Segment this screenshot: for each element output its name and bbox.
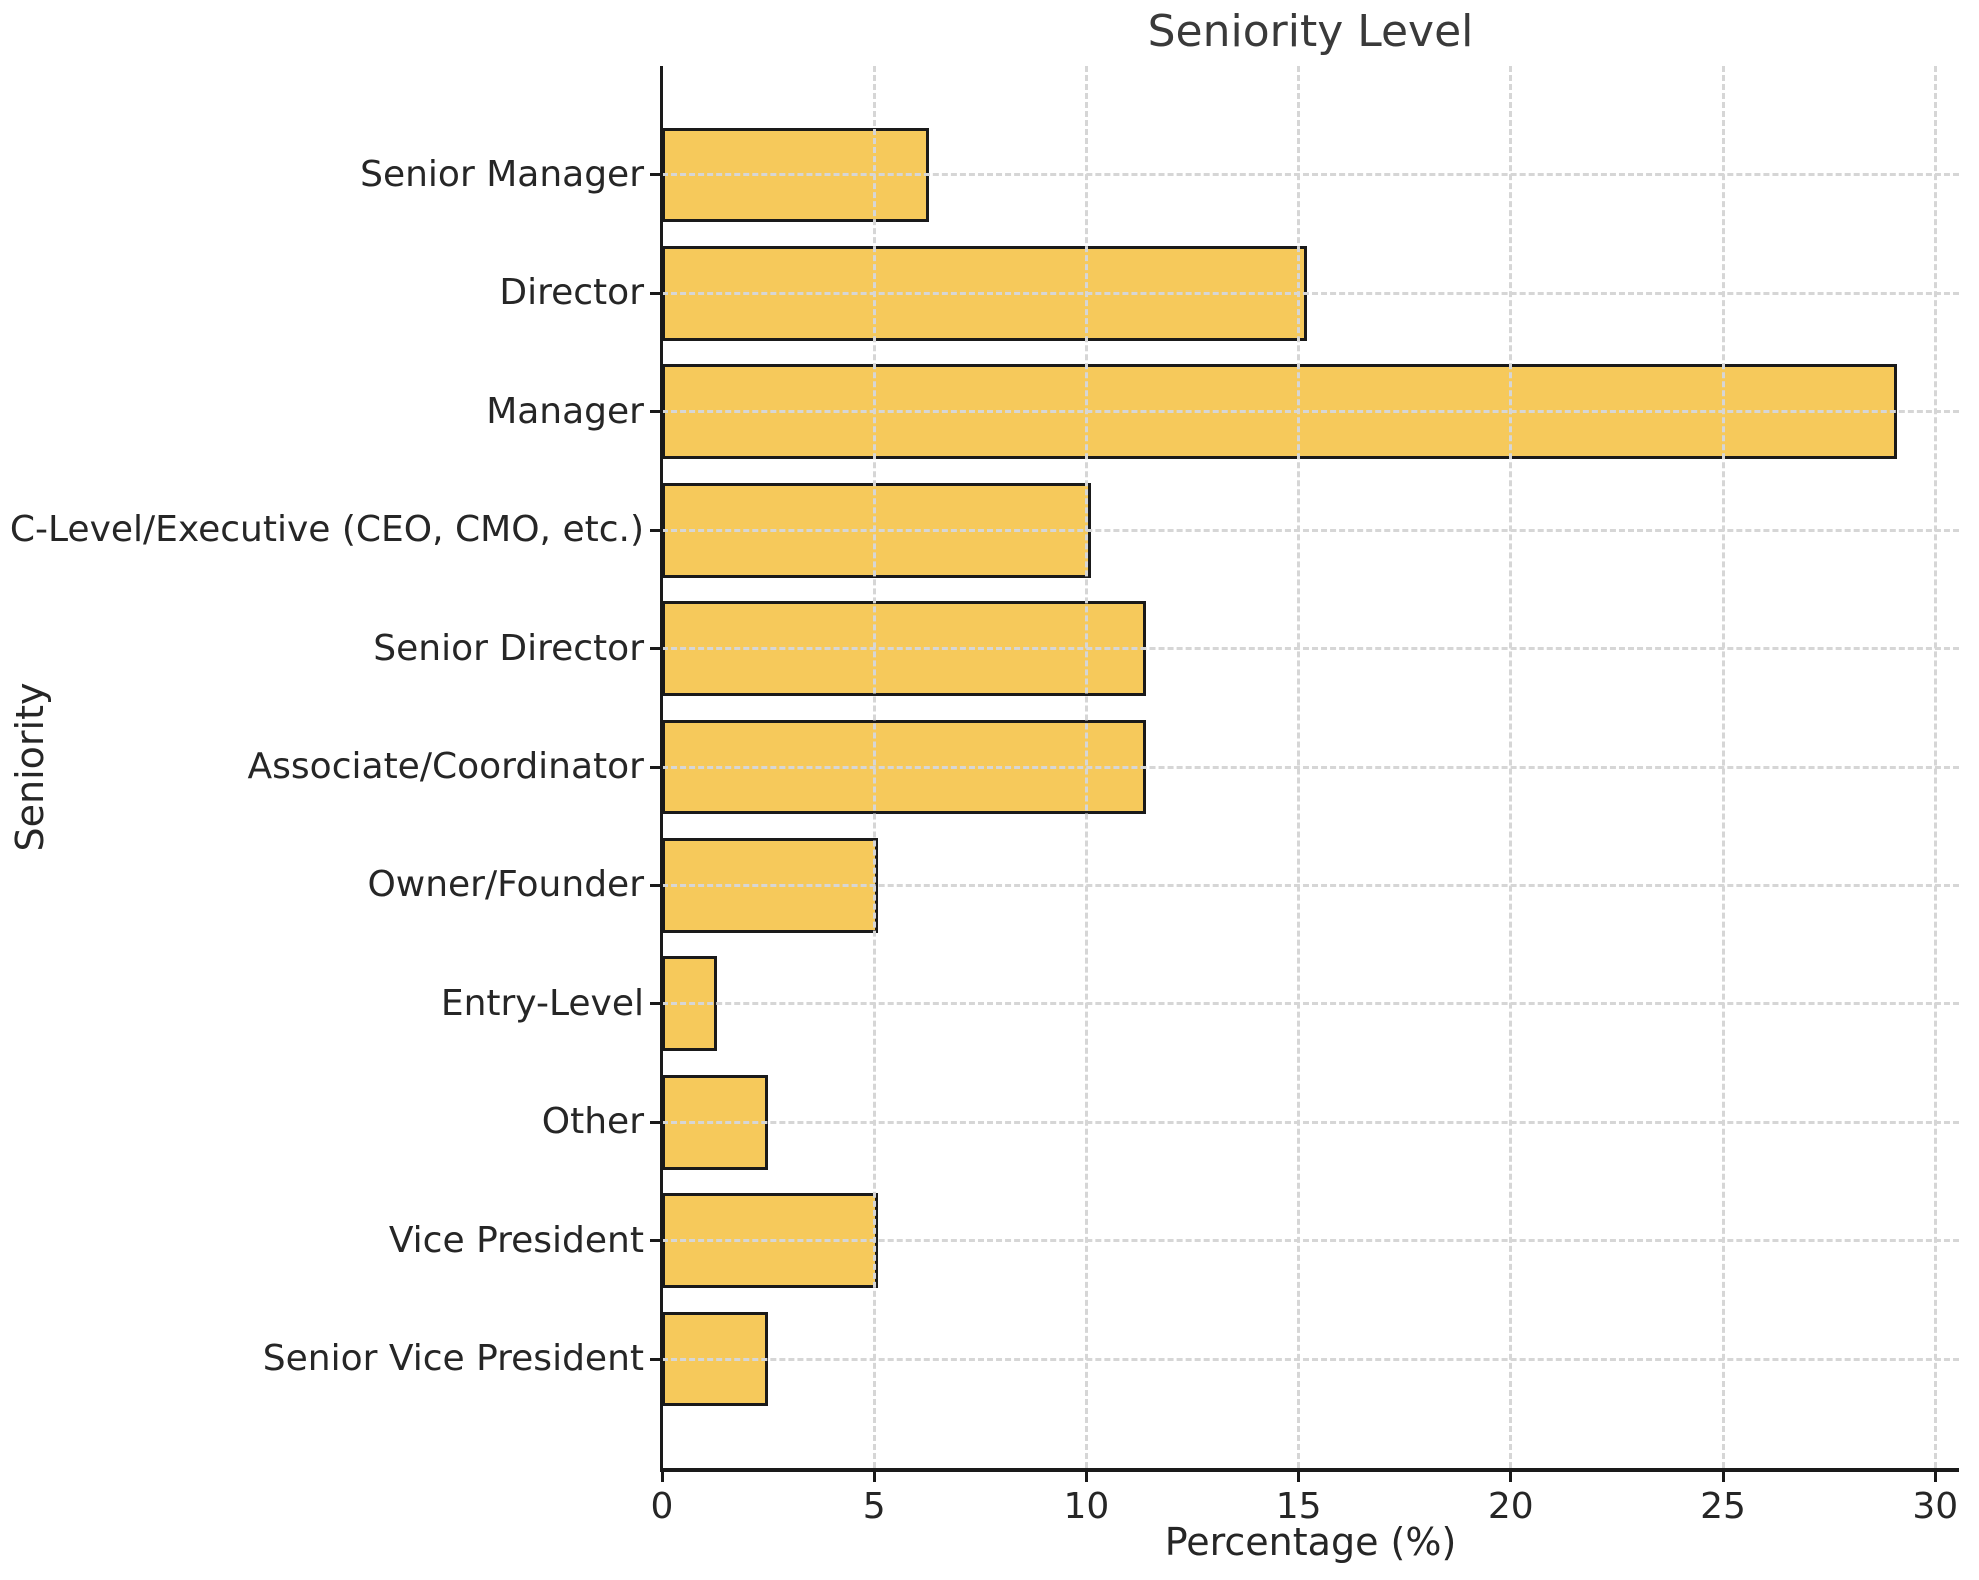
y-tick-mark-3 <box>650 528 663 532</box>
y-gridline-2 <box>662 410 1959 414</box>
y-tick-label-senior-vice-president: Senior Vice President <box>262 1338 644 1380</box>
x-tick-label-0: 0 <box>650 1486 674 1527</box>
chart-title: Seniority Level <box>1147 6 1474 57</box>
y-tick-mark-1 <box>650 291 663 295</box>
y-gridline-3 <box>662 528 1959 532</box>
y-tick-label-senior-director: Senior Director <box>373 627 644 669</box>
y-tick-label-owner-founder: Owner/Founder <box>367 864 644 906</box>
x-tick-mark-30 <box>1933 1470 1937 1482</box>
x-tick-label-30: 30 <box>1912 1486 1959 1527</box>
y-tick-mark-8 <box>650 1120 663 1124</box>
y-tick-mark-9 <box>650 1239 663 1243</box>
y-tick-label-senior-manager: Senior Manager <box>360 153 644 195</box>
y-gridline-7 <box>662 1002 1959 1006</box>
y-gridline-0 <box>662 173 1959 177</box>
y-tick-mark-10 <box>650 1357 663 1361</box>
y-tick-label-c-level-executive-ceo-cmo-etc-: C-Level/Executive (CEO, CMO, etc.) <box>9 509 644 551</box>
x-axis-label: Percentage (%) <box>1164 1520 1457 1564</box>
x-tick-mark-25 <box>1721 1470 1725 1482</box>
y-gridline-10 <box>662 1357 1959 1361</box>
x-tick-mark-20 <box>1509 1470 1513 1482</box>
x-axis-spine <box>660 1468 1959 1472</box>
y-tick-label-entry-level: Entry-Level <box>440 982 644 1024</box>
x-tick-label-10: 10 <box>1063 1486 1110 1527</box>
y-tick-mark-6 <box>650 883 663 887</box>
y-tick-label-director: Director <box>499 272 644 314</box>
y-gridline-8 <box>662 1120 1959 1124</box>
y-tick-mark-4 <box>650 647 663 651</box>
y-axis-spine <box>660 66 663 1471</box>
y-gridline-9 <box>662 1239 1959 1243</box>
y-tick-mark-0 <box>650 173 663 177</box>
x-tick-mark-5 <box>872 1470 876 1482</box>
x-tick-label-20: 20 <box>1487 1486 1534 1527</box>
x-tick-mark-15 <box>1297 1470 1301 1482</box>
x-tick-label-5: 5 <box>862 1486 886 1527</box>
y-gridline-6 <box>662 883 1959 887</box>
x-tick-label-15: 15 <box>1275 1486 1322 1527</box>
y-tick-label-manager: Manager <box>486 390 644 432</box>
y-gridline-5 <box>662 765 1959 769</box>
y-tick-label-other: Other <box>541 1101 644 1143</box>
x-tick-mark-10 <box>1084 1470 1088 1482</box>
y-gridline-1 <box>662 291 1959 295</box>
y-tick-label-associate-coordinator: Associate/Coordinator <box>247 746 644 787</box>
y-tick-label-vice-president: Vice President <box>388 1219 644 1261</box>
y-tick-mark-7 <box>650 1002 663 1006</box>
y-tick-mark-2 <box>650 410 663 414</box>
x-tick-mark-0 <box>660 1470 664 1482</box>
x-tick-label-25: 25 <box>1700 1486 1746 1527</box>
y-tick-mark-5 <box>650 765 663 769</box>
y-gridline-4 <box>662 647 1959 651</box>
